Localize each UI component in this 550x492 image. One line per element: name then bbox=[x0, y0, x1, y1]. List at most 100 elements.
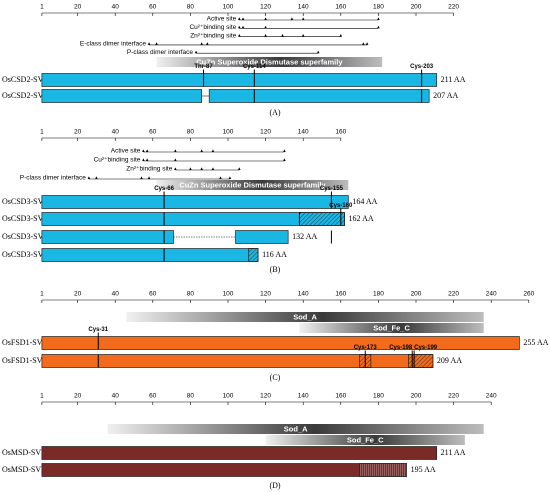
ruler-label: 60 bbox=[149, 129, 157, 136]
site-mark bbox=[211, 167, 215, 170]
site-mark bbox=[95, 176, 98, 179]
length-label: 195 AA bbox=[411, 465, 436, 474]
ruler-label: 200 bbox=[411, 291, 422, 298]
ruler-label: 1 bbox=[40, 4, 44, 11]
site-mark bbox=[174, 158, 177, 161]
ruler-label: 160 bbox=[335, 129, 346, 136]
protein-name: OsCSD3-SV4 bbox=[2, 250, 47, 259]
site-mark bbox=[281, 34, 284, 37]
site-mark bbox=[237, 25, 241, 29]
site-label: Active site bbox=[207, 16, 237, 23]
site-label: E-class dimer interface bbox=[80, 41, 146, 48]
marker-label: Cys-155 bbox=[320, 186, 344, 192]
site-mark bbox=[87, 176, 91, 179]
ruler-label: 80 bbox=[187, 129, 195, 136]
domain-bar bbox=[126, 312, 484, 322]
ruler-label: 60 bbox=[149, 291, 157, 298]
protein-name: OsFSD1-SV3 bbox=[2, 356, 46, 365]
ruler-label: 120 bbox=[260, 4, 271, 11]
marker-label: Cys-203 bbox=[410, 64, 434, 70]
protein-bar bbox=[41, 73, 438, 87]
domain-bar bbox=[156, 180, 349, 190]
protein-name: OsCSD3-SV1 bbox=[2, 197, 47, 206]
site-mark bbox=[142, 149, 145, 152]
site-mark bbox=[362, 42, 365, 45]
length-label: 209 AA bbox=[437, 356, 462, 365]
panel-caption: (D) bbox=[269, 481, 280, 490]
ruler-label: 160 bbox=[335, 291, 346, 298]
ruler-label: 100 bbox=[223, 4, 234, 11]
protein-name: OsMSD-SV2 bbox=[2, 465, 45, 474]
domain-label: CuZn Superoxide Dismutase superfamily bbox=[196, 57, 343, 66]
ruler-label: 100 bbox=[223, 291, 234, 298]
marker-label: Cys-160 bbox=[329, 203, 353, 209]
marker-label: Cys-66 bbox=[154, 186, 174, 192]
ruler-label: 40 bbox=[112, 129, 120, 136]
domain-bar bbox=[265, 435, 465, 445]
ruler-label: 160 bbox=[335, 4, 346, 11]
site-mark bbox=[339, 34, 343, 37]
site-mark bbox=[377, 25, 380, 29]
ruler-label: 120 bbox=[260, 393, 271, 400]
protein-name: OsCSD3-SV3 bbox=[2, 232, 47, 241]
site-mark bbox=[206, 42, 209, 45]
ruler-label: 20 bbox=[74, 129, 82, 136]
protein-bar bbox=[235, 230, 289, 244]
site-mark bbox=[301, 34, 305, 37]
site-mark bbox=[155, 42, 158, 45]
site-mark bbox=[145, 149, 149, 152]
ruler-label: 180 bbox=[373, 393, 384, 400]
site-mark bbox=[200, 149, 203, 152]
ruler-label: 40 bbox=[112, 4, 120, 11]
ruler-label: 20 bbox=[74, 291, 82, 298]
ruler-label: 140 bbox=[298, 291, 309, 298]
protein-name: OsCSD3-SV2 bbox=[2, 214, 47, 223]
site-mark bbox=[365, 42, 369, 45]
ruler-label: 120 bbox=[260, 291, 271, 298]
protein-bar bbox=[41, 89, 203, 103]
site-mark bbox=[145, 158, 149, 161]
ruler-label: 60 bbox=[149, 4, 157, 11]
site-label: P-class dimer interface bbox=[20, 175, 86, 182]
protein-name: OsFSD1-SV1 bbox=[2, 338, 46, 347]
ruler-label: 80 bbox=[187, 393, 195, 400]
domain-label: Sod_A bbox=[284, 424, 308, 433]
panel-caption: (B) bbox=[270, 265, 281, 274]
site-mark bbox=[174, 167, 177, 170]
marker-label: Cys-199 bbox=[414, 345, 438, 351]
ruler-label: 120 bbox=[260, 129, 271, 136]
protein-bar bbox=[41, 446, 438, 460]
panel-caption: (A) bbox=[269, 108, 280, 117]
protein-name: OsCSD2-SV1 bbox=[2, 75, 47, 84]
ruler-label: 220 bbox=[448, 4, 459, 11]
site-mark bbox=[241, 25, 245, 29]
ruler-label: 260 bbox=[523, 291, 534, 298]
site-label: P-class dimer interface bbox=[127, 49, 193, 56]
ruler-label: 100 bbox=[223, 129, 234, 136]
protein-bar bbox=[208, 89, 430, 103]
site-mark bbox=[241, 17, 245, 20]
site-mark bbox=[316, 50, 320, 54]
site-mark bbox=[189, 167, 192, 170]
site-mark bbox=[237, 17, 241, 20]
site-mark bbox=[142, 158, 145, 161]
site-mark bbox=[228, 176, 232, 179]
site-mark bbox=[211, 149, 215, 152]
ruler-label: 20 bbox=[74, 393, 82, 400]
marker-label: Cys-31 bbox=[88, 327, 108, 333]
ruler-label: 80 bbox=[187, 291, 195, 298]
ruler-label: 140 bbox=[298, 4, 309, 11]
ruler-label: 60 bbox=[149, 393, 157, 400]
site-mark bbox=[140, 176, 143, 179]
site-mark bbox=[200, 42, 203, 45]
length-label: 255 AA bbox=[523, 338, 548, 347]
ruler-label: 180 bbox=[373, 4, 384, 11]
domain-label: CuZn Superoxide Dismutase superfamily bbox=[179, 180, 326, 189]
ruler-label: 200 bbox=[411, 393, 422, 400]
site-label: Active site bbox=[111, 148, 141, 155]
site-mark bbox=[264, 25, 267, 29]
ruler-label: 1 bbox=[40, 393, 44, 400]
site-mark bbox=[237, 34, 241, 37]
length-label: 211 AA bbox=[441, 75, 466, 84]
